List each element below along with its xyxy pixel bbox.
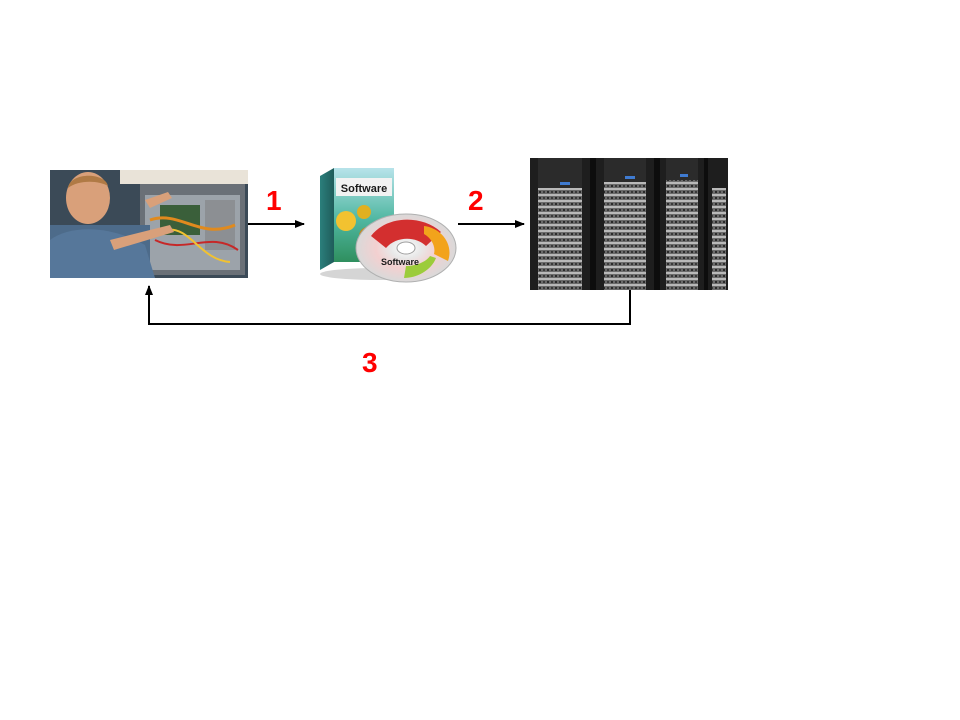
step-label-3: 3 [362, 347, 378, 378]
step-label-1: 1 [266, 185, 282, 216]
arrow-step-3 [145, 285, 631, 325]
software-disc-label: Software [381, 257, 419, 267]
technician-photo [50, 170, 248, 278]
software-box-label: Software [341, 183, 387, 195]
step-label-2: 2 [468, 185, 484, 216]
server-racks-photo [530, 158, 728, 290]
software-box-icon: Software Software [320, 168, 457, 283]
